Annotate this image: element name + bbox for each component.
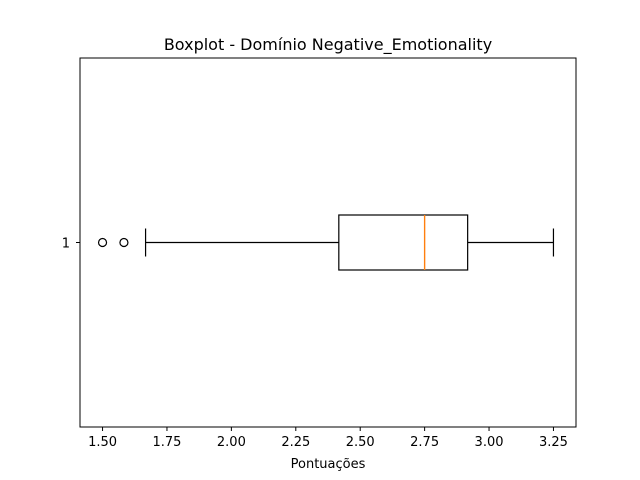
plot-area bbox=[97, 214, 555, 271]
outlier-point bbox=[119, 237, 129, 248]
x-axis: 1.50 1.75 2.00 2.25 2.50 2.75 3.00 3.25 bbox=[88, 427, 568, 450]
x-tick-label: 2.75 bbox=[410, 435, 439, 450]
y-tick-label: 1 bbox=[62, 237, 70, 252]
x-tick-label: 1.75 bbox=[152, 435, 181, 450]
y-axis: 1 bbox=[62, 237, 80, 252]
x-tick-label: 2.00 bbox=[217, 435, 246, 450]
x-tick-label: 3.25 bbox=[539, 435, 568, 450]
chart-title: Boxplot - Domínio Negative_Emotionality bbox=[164, 35, 492, 55]
outlier-point bbox=[97, 237, 108, 248]
x-tick-label: 3.00 bbox=[475, 435, 504, 450]
x-tick-label: 2.25 bbox=[281, 435, 310, 450]
x-tick-label: 2.50 bbox=[346, 435, 375, 450]
box-group bbox=[97, 214, 555, 271]
axes-frame bbox=[79, 57, 577, 428]
x-axis-label: Pontuações bbox=[291, 457, 366, 472]
iqr-box bbox=[338, 214, 469, 271]
x-tick-label: 1.50 bbox=[88, 435, 117, 450]
